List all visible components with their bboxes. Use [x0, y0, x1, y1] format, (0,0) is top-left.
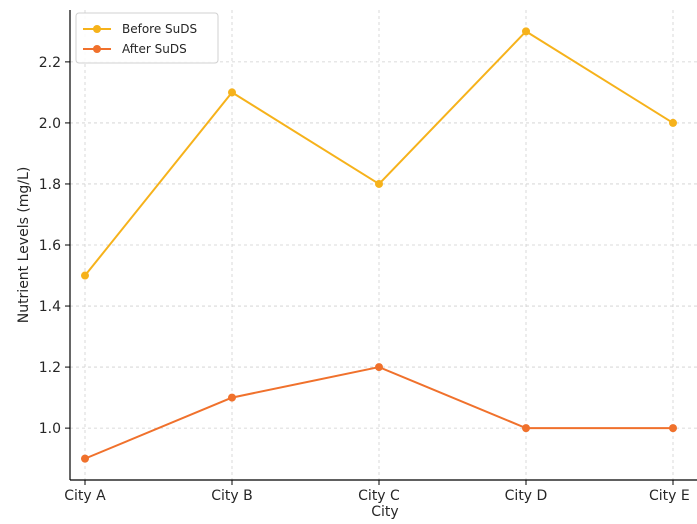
- legend: Before SuDS After SuDS: [75, 12, 219, 64]
- y-tick-label: 1.8: [39, 177, 61, 193]
- x-tick-label: City A: [64, 488, 106, 504]
- data-point: [375, 363, 383, 372]
- legend-swatch-marker: [93, 45, 101, 53]
- y-tick-label: 2.0: [39, 116, 61, 132]
- data-point: [228, 393, 236, 402]
- y-tick-label: 1.2: [39, 360, 61, 376]
- y-tick-label: 2.2: [39, 55, 61, 71]
- data-point: [669, 424, 677, 433]
- data-point: [81, 271, 89, 280]
- data-point: [522, 424, 530, 433]
- data-point: [375, 179, 383, 188]
- y-ticks: 1.0 1.2 1.4 1.6 1.8 2.0 2.2: [39, 55, 70, 437]
- y-tick-label: 1.0: [39, 421, 61, 437]
- x-axis-label: City: [371, 504, 398, 520]
- x-ticks: City A City B City C City D City E: [64, 480, 690, 504]
- y-tick-label: 1.6: [39, 238, 61, 254]
- data-point: [228, 88, 236, 97]
- x-tick-label: City E: [649, 488, 690, 504]
- y-axis-label: Nutrient Levels (mg/L): [16, 167, 32, 324]
- grid: [70, 10, 697, 480]
- series-group: [81, 27, 677, 463]
- x-tick-label: City B: [211, 488, 253, 504]
- x-tick-label: City D: [505, 488, 548, 504]
- data-point: [522, 27, 530, 36]
- legend-swatch-marker: [93, 25, 101, 33]
- legend-entry-label: After SuDS: [122, 42, 187, 56]
- legend-box: [75, 12, 219, 64]
- data-point: [669, 118, 677, 127]
- y-tick-label: 1.4: [39, 299, 61, 315]
- legend-entry-label: Before SuDS: [122, 22, 197, 36]
- x-tick-label: City C: [358, 488, 400, 504]
- data-point: [81, 454, 89, 463]
